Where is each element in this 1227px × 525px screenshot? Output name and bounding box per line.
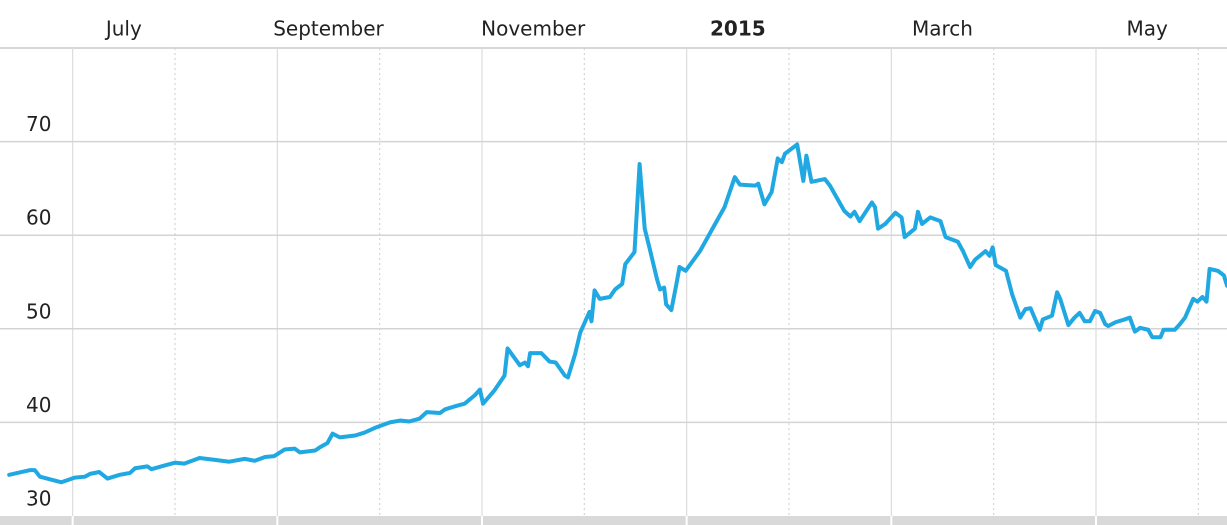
y-tick-label: 30	[26, 487, 51, 511]
price-line	[7, 142, 1227, 485]
x-tick-label: July	[104, 17, 142, 41]
x-tick-label: March	[912, 17, 973, 41]
x-tick-label: May	[1126, 17, 1168, 41]
y-tick-label: 70	[26, 112, 51, 136]
x-tick-label: September	[273, 17, 384, 41]
x-tick-label: 2015	[710, 17, 766, 41]
y-tick-label: 40	[26, 393, 51, 417]
y-tick-label: 50	[26, 299, 51, 323]
y-tick-label: 60	[26, 206, 51, 230]
x-axis-bar	[0, 516, 1227, 525]
x-tick-label: November	[481, 17, 586, 41]
